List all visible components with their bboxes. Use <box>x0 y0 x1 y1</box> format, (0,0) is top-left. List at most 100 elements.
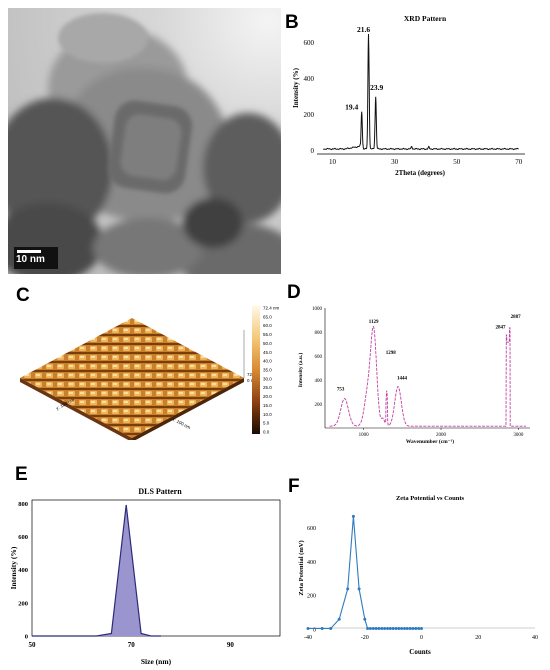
afm-colorbar-tick: 20.0 <box>263 394 272 399</box>
ftir-peak-label: 2887 <box>511 315 522 320</box>
zeta-point <box>363 617 367 621</box>
zeta-point <box>368 627 372 630</box>
zeta-point <box>371 627 375 630</box>
ftir-x-tick: 1000 <box>359 433 370 438</box>
zeta-x-label: Counts <box>409 648 431 656</box>
zeta-point <box>357 587 361 591</box>
ftir-y-tick: 1000 <box>312 307 323 312</box>
afm-colorbar-tick: 15.0 <box>263 403 272 408</box>
zeta-point <box>351 514 355 518</box>
afm-colorbar-tick: 55.0 <box>263 332 272 337</box>
afm-colorbar-tick: 40.0 <box>263 359 272 364</box>
zeta-point <box>320 627 324 630</box>
afm-colorbar <box>252 306 260 434</box>
ftir-peak-label: 1129 <box>369 320 379 325</box>
afm-colorbar-tick: 30.0 <box>263 376 272 381</box>
afm-colorbar-tick: 65.0 <box>263 314 272 319</box>
dls-y-tick: 0 <box>25 634 28 641</box>
zeta-point <box>408 627 412 630</box>
xrd-y-tick: 0 <box>311 147 315 155</box>
dls-x-tick: 90 <box>227 641 235 649</box>
ftir-series-line <box>329 326 526 427</box>
zeta-x-tick: 20 <box>475 635 481 641</box>
xrd-y-label: Intensity (%) <box>292 67 300 108</box>
zeta-point <box>400 627 404 630</box>
xrd-peak-label: 19.4 <box>345 103 358 112</box>
dls-y-tick: 400 <box>18 567 28 574</box>
zeta-point <box>414 627 418 630</box>
xrd-x-label: 2Theta (degrees) <box>395 169 445 177</box>
afm-image: 72 nm 0 nm y: 100 nm x: 100 nm 72.4 nm65… <box>12 300 287 442</box>
zeta-point <box>374 627 378 630</box>
ftir-peak-label: 1444 <box>397 377 408 382</box>
dls-y-label: Intensity (%) <box>10 546 18 589</box>
xrd-peak-label: 21.6 <box>357 25 370 34</box>
dls-y-tick: 800 <box>18 501 28 508</box>
dls-series-line <box>32 504 161 637</box>
afm-colorbar-tick: 35.0 <box>263 368 272 373</box>
zeta-point <box>346 587 350 591</box>
xrd-peak-label: 23.9 <box>370 83 383 92</box>
zeta-chart: Zeta Potential vs Counts -40 -20 0 20 40 0 20… <box>298 495 538 656</box>
xrd-y-tick: 400 <box>304 75 315 83</box>
tem-image: 10 nm <box>8 8 281 274</box>
zeta-point <box>411 627 415 630</box>
zeta-y-tick: 0 <box>313 627 316 633</box>
xrd-y-tick: 200 <box>304 111 315 119</box>
zeta-point <box>405 627 409 630</box>
ftir-peak-label: 2847 <box>496 325 507 330</box>
zeta-y-tick: 400 <box>307 560 316 566</box>
xrd-x-tick: 50 <box>453 158 461 166</box>
zeta-x-tick: 0 <box>420 635 423 641</box>
zeta-point <box>417 627 421 630</box>
ftir-y-tick: 800 <box>315 331 323 336</box>
zeta-x-tick: 40 <box>532 635 538 641</box>
afm-colorbar-tick: 5.0 <box>263 421 270 426</box>
dls-chart: DLS Pattern 50 70 90 0 200 400 600 800 Size (n… <box>10 487 281 666</box>
zeta-x-tick: -40 <box>304 635 312 641</box>
panel-letter-f: F <box>288 476 300 497</box>
afm-y-label: x: 100 nm <box>172 416 192 430</box>
zeta-point <box>391 627 395 630</box>
ftir-y-tick: 400 <box>315 379 323 384</box>
zeta-point <box>337 617 341 621</box>
dls-y-tick: 200 <box>18 600 28 607</box>
afm-colorbar-tick: 60.0 <box>263 323 272 328</box>
zeta-point <box>380 627 384 630</box>
dls-plot-frame <box>31 499 281 637</box>
zeta-x-tick: -20 <box>361 635 369 641</box>
zeta-point <box>306 627 310 630</box>
xrd-x-tick: 70 <box>515 158 523 166</box>
afm-colorbar-tick: 50.0 <box>263 341 272 346</box>
zeta-point <box>366 627 370 630</box>
afm-colorbar-tick: 25.0 <box>263 385 272 390</box>
zeta-y-tick: 600 <box>307 526 316 532</box>
ftir-x-tick: 3000 <box>513 433 524 438</box>
afm-colorbar-tick: 0.0 <box>263 430 270 435</box>
ftir-x-label: Wavenumber (cm⁻¹) <box>406 438 454 445</box>
zeta-point <box>397 627 401 630</box>
scale-bar-line <box>17 250 41 253</box>
ftir-y-tick: 200 <box>315 403 323 408</box>
xrd-x-tick: 10 <box>329 158 337 166</box>
afm-colorbar-tick: 72.4 nm <box>263 306 280 311</box>
ftir-peak-label: 1298 <box>386 351 397 356</box>
zeta-point <box>394 627 398 630</box>
xrd-title: XRD Pattern <box>404 14 447 23</box>
xrd-chart: XRD Pattern 10 30 50 70 0 200 400 600 19.4 21.6… <box>292 14 525 177</box>
dls-x-tick: 70 <box>128 641 136 649</box>
zeta-point <box>329 627 333 630</box>
zeta-y-label: Zeta Potential (mV) <box>298 540 305 595</box>
zeta-y-tick: 200 <box>307 594 316 600</box>
ftir-y-label: Intensity (a.u.) <box>297 353 304 388</box>
xrd-y-tick: 600 <box>304 39 315 47</box>
xrd-series-line <box>322 33 519 151</box>
zeta-point <box>388 627 392 630</box>
zeta-point <box>383 627 387 630</box>
afm-colorbar-tick: 10.0 <box>263 412 272 417</box>
afm-colorbar-tick: 45.0 <box>263 350 272 355</box>
panel-letter-b: B <box>285 12 299 33</box>
dls-title: DLS Pattern <box>138 487 182 496</box>
dls-x-tick: 50 <box>29 641 37 649</box>
zeta-point <box>420 627 423 630</box>
